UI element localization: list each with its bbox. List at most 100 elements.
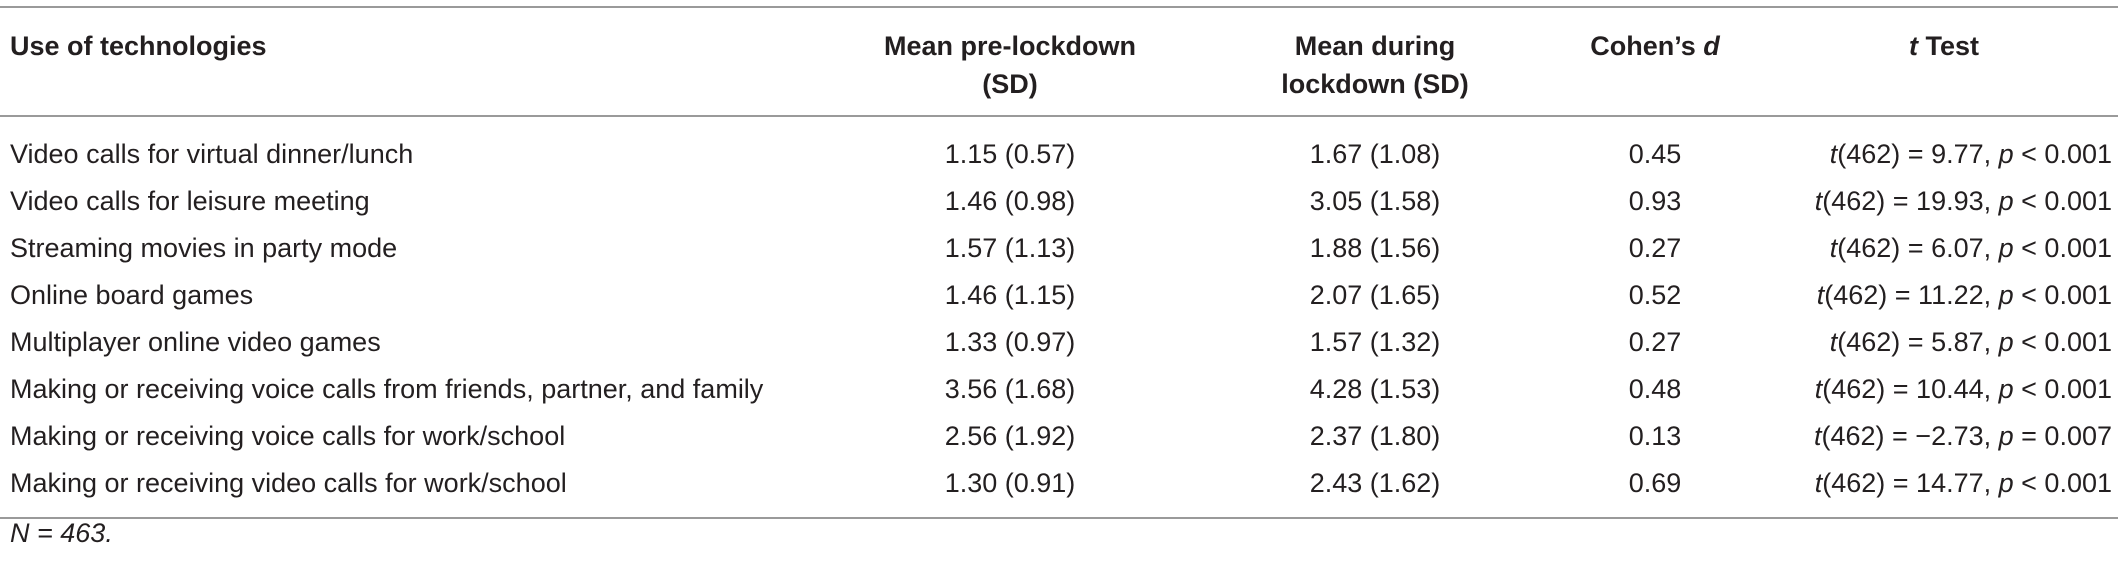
p-symbol: p — [1998, 280, 2014, 310]
t-symbol: t — [1829, 233, 1838, 263]
p-symbol: p — [1998, 468, 2014, 498]
cell-pre-mean: 2.56 (1.92) — [944, 421, 1076, 451]
table-row: Making or receiving voice calls for work… — [0, 413, 2118, 460]
t-symbol: t — [1814, 186, 1823, 216]
cell-pre-mean: 1.15 (0.57) — [944, 139, 1076, 169]
t-value: (462) = 11.22, — [1824, 280, 1999, 310]
cell-during-mean: 1.57 (1.32) — [1309, 327, 1441, 357]
header-pre-line2: (SD) — [982, 69, 1038, 99]
t-value: (462) = 10.44, — [1822, 374, 1999, 404]
cell-pre-mean: 1.57 (1.13) — [944, 233, 1076, 263]
cell-use: Making or receiving voice calls from fri… — [10, 374, 764, 404]
cell-use: Online board games — [10, 280, 254, 310]
cell-cohens-d: 0.27 — [1628, 327, 1682, 357]
p-value: < 0.001 — [2013, 280, 2112, 310]
header-during: Mean during lockdown (SD) — [1210, 7, 1540, 116]
t-value: (462) = 6.07, — [1837, 233, 1999, 263]
p-symbol: p — [1998, 327, 2014, 357]
cell-t-test: t(462) = 10.44, p < 0.001 — [1770, 366, 2118, 413]
header-t-test-text: Test — [1917, 31, 1979, 61]
header-during-line2: lockdown (SD) — [1281, 69, 1469, 99]
cell-cohens-d: 0.48 — [1628, 374, 1682, 404]
table-row: Streaming movies in party mode 1.57 (1.13… — [0, 225, 2118, 272]
header-pre: Mean pre-lockdown (SD) — [810, 7, 1210, 116]
table-row: Video calls for leisure meeting 1.46 (0.9… — [0, 178, 2118, 225]
cell-during-mean: 2.07 (1.65) — [1309, 280, 1441, 310]
cell-pre-mean: 1.46 (0.98) — [944, 186, 1076, 216]
cell-cohens-d: 0.69 — [1628, 468, 1682, 498]
t-value: (462) = −2.73, — [1821, 421, 1999, 451]
t-symbol: t — [1829, 327, 1838, 357]
cell-use: Multiplayer online video games — [10, 327, 381, 357]
p-symbol: p — [1998, 233, 2014, 263]
cell-cohens-d: 0.27 — [1628, 233, 1682, 263]
p-value: = 0.007 — [2013, 421, 2112, 451]
table-header: Use of technologies Mean pre-lockdown (SD… — [0, 7, 2118, 116]
t-symbol: t — [1829, 139, 1838, 169]
table-note: N = 463. — [10, 518, 113, 548]
t-value: (462) = 14.77, — [1822, 468, 1999, 498]
header-use: Use of technologies — [0, 7, 810, 116]
cell-during-mean: 4.28 (1.53) — [1309, 374, 1441, 404]
cell-t-test: t(462) = 19.93, p < 0.001 — [1770, 178, 2118, 225]
p-value: < 0.001 — [2013, 186, 2112, 216]
t-symbol: t — [1814, 468, 1823, 498]
cell-pre-mean: 1.33 (0.97) — [944, 327, 1076, 357]
t-value: (462) = 19.93, — [1822, 186, 1999, 216]
p-value: < 0.001 — [2013, 468, 2112, 498]
table-body: Video calls for virtual dinner/lunch 1.15… — [0, 116, 2118, 518]
t-symbol: t — [1813, 421, 1822, 451]
header-cohens-d: Cohen’s d — [1540, 7, 1770, 116]
header-use-text: Use of technologies — [10, 31, 267, 61]
header-cohens-d-symbol: d — [1703, 31, 1720, 61]
p-symbol: p — [1998, 374, 2014, 404]
cell-use: Making or receiving video calls for work… — [10, 468, 567, 498]
cell-use: Making or receiving voice calls for work… — [10, 421, 566, 451]
cell-cohens-d: 0.93 — [1628, 186, 1682, 216]
cell-during-mean: 3.05 (1.58) — [1309, 186, 1441, 216]
p-value: < 0.001 — [2013, 233, 2112, 263]
p-value: < 0.001 — [2013, 374, 2112, 404]
t-symbol: t — [1814, 374, 1823, 404]
p-symbol: p — [1998, 139, 2014, 169]
cell-during-mean: 1.88 (1.56) — [1309, 233, 1441, 263]
p-symbol: p — [1998, 421, 2014, 451]
cell-cohens-d: 0.13 — [1628, 421, 1682, 451]
cell-pre-mean: 1.46 (1.15) — [944, 280, 1076, 310]
cell-t-test: t(462) = 5.87, p < 0.001 — [1770, 319, 2118, 366]
header-cohens-text: Cohen’s — [1590, 31, 1704, 61]
cell-t-test: t(462) = 14.77, p < 0.001 — [1770, 460, 2118, 518]
cell-cohens-d: 0.45 — [1628, 139, 1682, 169]
t-symbol: t — [1816, 280, 1825, 310]
cell-t-test: t(462) = 6.07, p < 0.001 — [1770, 225, 2118, 272]
cell-use: Video calls for leisure meeting — [10, 186, 370, 216]
table-row: Making or receiving video calls for work… — [0, 460, 2118, 518]
cell-during-mean: 2.37 (1.80) — [1309, 421, 1441, 451]
cell-cohens-d: 0.52 — [1628, 280, 1682, 310]
table-row: Making or receiving voice calls from fri… — [0, 366, 2118, 413]
p-value: < 0.001 — [2013, 327, 2112, 357]
cell-t-test: t(462) = −2.73, p = 0.007 — [1770, 413, 2118, 460]
table-row: Multiplayer online video games 1.33 (0.97… — [0, 319, 2118, 366]
cell-t-test: t(462) = 9.77, p < 0.001 — [1770, 116, 2118, 178]
cell-use: Streaming movies in party mode — [10, 233, 398, 263]
cell-pre-mean: 3.56 (1.68) — [944, 374, 1076, 404]
header-t-symbol: t — [1908, 31, 1918, 61]
t-value: (462) = 9.77, — [1837, 139, 1999, 169]
cell-during-mean: 1.67 (1.08) — [1309, 139, 1441, 169]
cell-pre-mean: 1.30 (0.91) — [944, 468, 1076, 498]
technology-use-table: Use of technologies Mean pre-lockdown (SD… — [0, 6, 2118, 519]
cell-use: Video calls for virtual dinner/lunch — [10, 139, 414, 169]
table-row: Online board games 1.46 (1.15) 2.07 (1.65)… — [0, 272, 2118, 319]
cell-t-test: t(462) = 11.22, p < 0.001 — [1770, 272, 2118, 319]
p-value: < 0.001 — [2013, 139, 2112, 169]
table-row: Video calls for virtual dinner/lunch 1.15… — [0, 116, 2118, 178]
t-value: (462) = 5.87, — [1837, 327, 1999, 357]
header-pre-line1: Mean pre-lockdown — [883, 31, 1137, 61]
header-t-test: t Test — [1770, 7, 2118, 116]
header-during-line1: Mean during — [1294, 31, 1456, 61]
cell-during-mean: 2.43 (1.62) — [1309, 468, 1441, 498]
p-symbol: p — [1998, 186, 2014, 216]
header-row: Use of technologies Mean pre-lockdown (SD… — [0, 7, 2118, 116]
